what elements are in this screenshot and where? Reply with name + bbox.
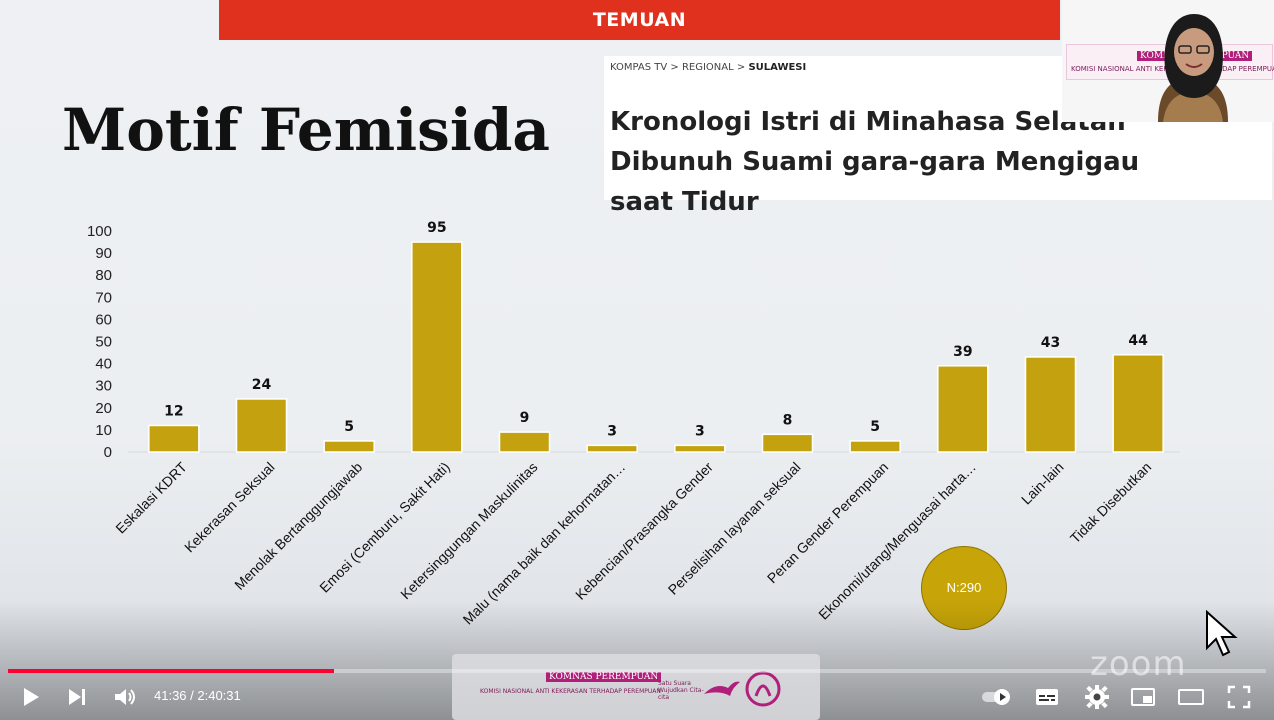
slide-title: Motif Femisida	[62, 96, 550, 164]
footer-tagline: Satu Suara Wujudkan Cita-cita	[658, 680, 704, 701]
breadcrumb-region: SULAWESI	[748, 62, 807, 73]
circle-emblem-icon	[745, 671, 781, 707]
bar	[411, 241, 463, 453]
play-icon	[24, 688, 39, 706]
news-breadcrumb: KOMPAS TV > REGIONAL > SULAWESI	[610, 62, 807, 73]
y-tick-label: 30	[95, 378, 112, 395]
data-label: 44	[1128, 333, 1148, 349]
next-button[interactable]	[64, 684, 90, 710]
y-tick-label: 90	[95, 245, 112, 262]
footer-logo-strip: KOMNAS PEREMPUAN KOMISI NASIONAL ANTI KE…	[452, 654, 820, 720]
captions-icon	[1036, 689, 1058, 705]
data-label: 39	[953, 344, 972, 360]
data-label: 5	[870, 419, 880, 435]
data-label: 5	[344, 419, 354, 435]
theater-icon	[1178, 689, 1204, 705]
category-label: Lain-lain	[1018, 459, 1067, 508]
bar	[1112, 354, 1164, 453]
volume-button[interactable]	[112, 684, 138, 710]
autoplay-toggle-icon	[982, 689, 1010, 705]
category-label: Kebencian/Prasangka Gender	[572, 459, 716, 603]
bar	[761, 433, 814, 453]
fullscreen-icon	[1227, 685, 1251, 709]
breadcrumb-source: KOMPAS TV	[610, 62, 668, 73]
bar	[148, 424, 200, 453]
y-tick-label: 20	[95, 400, 112, 417]
y-tick-label: 100	[87, 223, 112, 240]
data-label: 43	[1041, 335, 1060, 351]
progress-bar[interactable]	[8, 669, 1266, 673]
y-tick-label: 50	[95, 334, 112, 351]
y-tick-label: 10	[95, 422, 112, 439]
miniplayer-button[interactable]	[1130, 684, 1156, 710]
gear-icon	[1085, 685, 1109, 709]
news-headline: Kronologi Istri di Minahasa Selatan Dibu…	[610, 107, 1140, 217]
breadcrumb-section: REGIONAL	[681, 62, 734, 73]
data-label: 95	[427, 220, 446, 236]
bar	[235, 398, 288, 453]
next-icon	[69, 689, 85, 705]
zoom-watermark: zoom	[1090, 644, 1187, 684]
theater-mode-button[interactable]	[1178, 684, 1204, 710]
settings-button[interactable]	[1084, 684, 1110, 710]
data-label: 3	[695, 423, 705, 439]
progress-played	[8, 669, 334, 673]
bar	[1024, 356, 1077, 453]
mouse-cursor-icon	[1206, 610, 1238, 657]
presenter-icon	[1158, 14, 1228, 122]
footer-logo-sub: KOMISI NASIONAL ANTI KEKERASAN TERHADAP …	[480, 688, 661, 695]
bird-logo-icon	[704, 681, 740, 696]
data-label: 24	[252, 377, 272, 393]
volume-icon	[115, 689, 135, 705]
fullscreen-button[interactable]	[1226, 684, 1252, 710]
category-label: Eskalasi KDRT	[112, 458, 190, 536]
autoplay-toggle[interactable]	[980, 684, 1014, 710]
play-button[interactable]	[18, 684, 44, 710]
category-label: Tidak Disebutkan	[1067, 459, 1154, 546]
temuan-banner: TEMUAN	[219, 0, 1060, 40]
data-label: 12	[164, 403, 183, 419]
time-display: 41:36 / 2:40:31	[154, 688, 241, 703]
bar	[849, 440, 901, 453]
y-tick-label: 60	[95, 311, 112, 328]
data-label: 9	[520, 410, 530, 426]
bar	[674, 444, 726, 453]
footer-logo-name: KOMNAS PEREMPUAN	[546, 672, 662, 682]
webcam-feed: KOMNAS PEREMPUAN KOMISI NASIONAL ANTI KE…	[1062, 0, 1274, 122]
bar	[586, 444, 638, 453]
category-label: Kekerasan Seksual	[181, 459, 278, 556]
y-tick-label: 40	[95, 356, 112, 373]
data-label: 8	[783, 412, 793, 428]
bar	[498, 431, 551, 453]
y-tick-label: 80	[95, 267, 112, 284]
data-label: 3	[607, 423, 617, 439]
captions-button[interactable]	[1034, 684, 1060, 710]
y-tick-label: 70	[95, 289, 112, 306]
miniplayer-icon	[1131, 688, 1155, 706]
bar	[937, 365, 989, 453]
bar	[323, 440, 375, 453]
sample-size-badge: N:290	[921, 546, 1007, 630]
y-tick-label: 0	[104, 444, 112, 461]
